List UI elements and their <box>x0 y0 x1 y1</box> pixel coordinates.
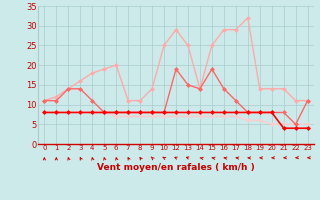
X-axis label: Vent moyen/en rafales ( km/h ): Vent moyen/en rafales ( km/h ) <box>97 162 255 171</box>
